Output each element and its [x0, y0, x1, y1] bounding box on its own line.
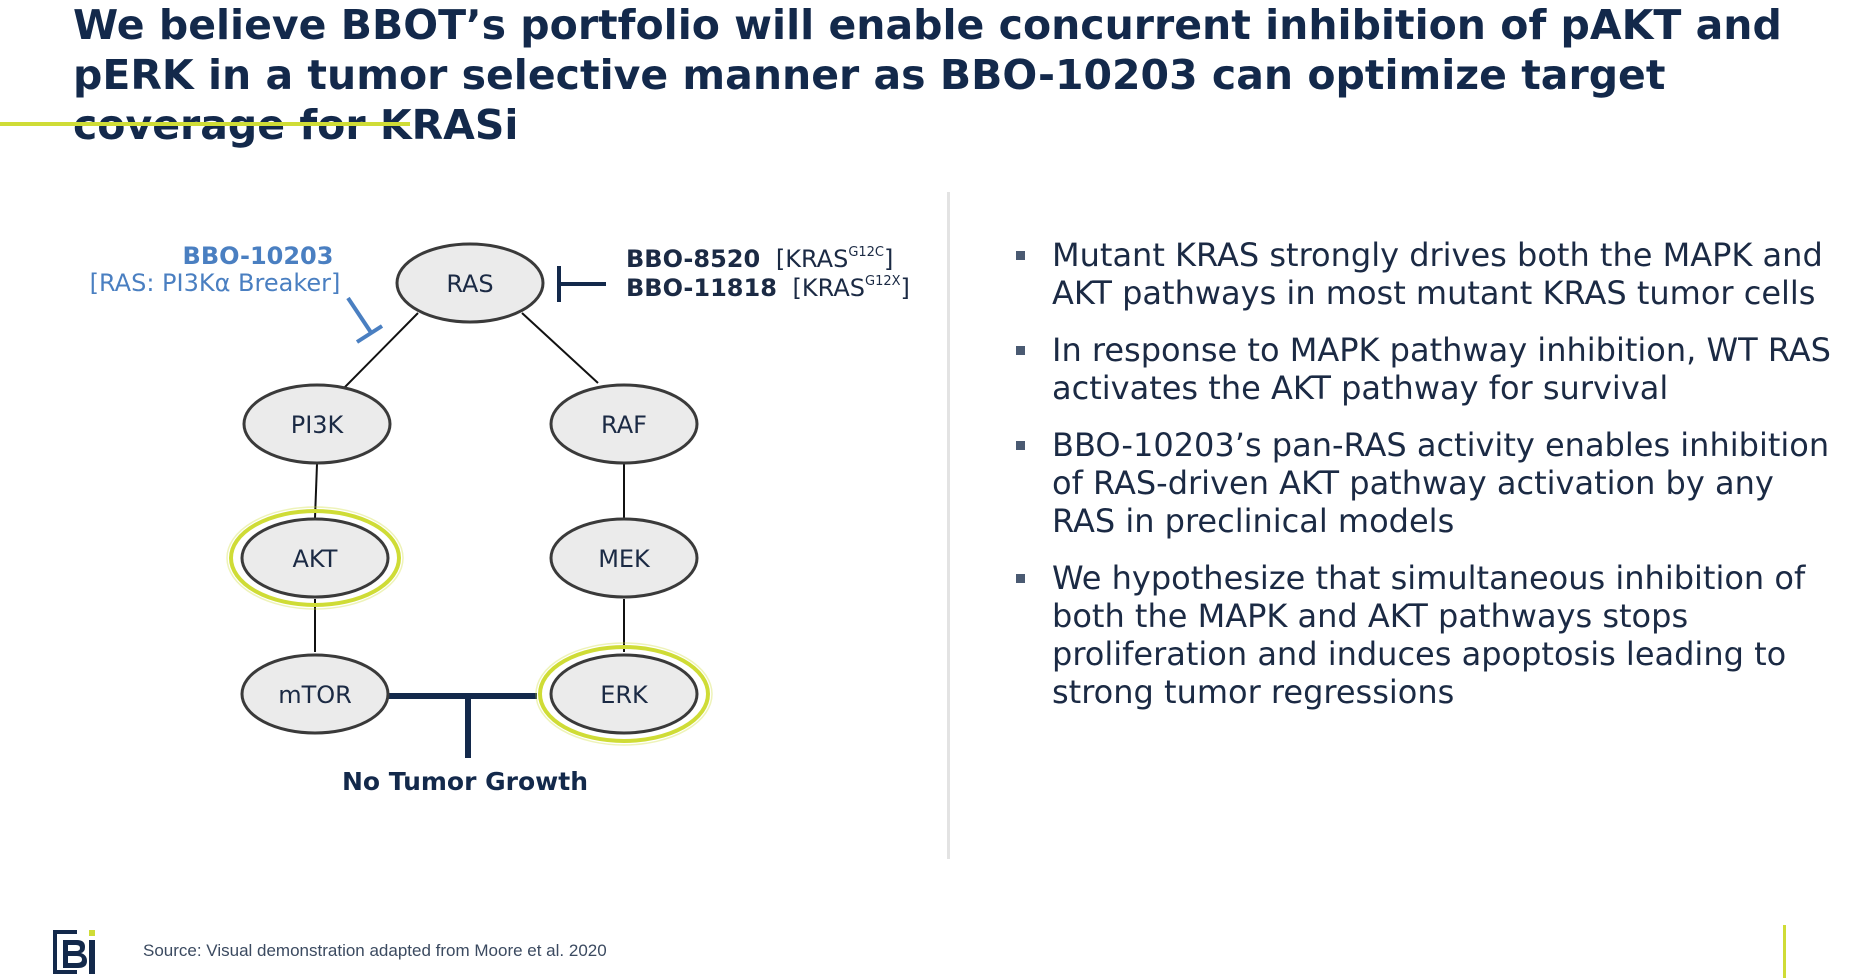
bullet-item: BBO-10203’s pan-RAS activity enables inh… — [1016, 426, 1846, 540]
bullet-text: In response to MAPK pathway inhibition, … — [1052, 331, 1831, 407]
bullet-marker — [1016, 441, 1025, 450]
drug-left-desc: [RAS: PI3Kα Breaker] — [90, 269, 341, 297]
corner-accent — [1783, 925, 1786, 978]
drug-right-1: BBO-8520 [KRASG12C] — [626, 245, 893, 273]
node-raf — [549, 383, 699, 465]
bullet-text: Mutant KRAS strongly drives both the MAP… — [1052, 236, 1823, 312]
column-divider — [947, 192, 950, 859]
breaker-stem — [346, 296, 374, 336]
node-ras-label: RAS — [446, 270, 493, 298]
akt-highlight — [226, 506, 404, 610]
source-note: Source: Visual demonstration adapted fro… — [143, 941, 607, 960]
node-erk-label: ERK — [600, 681, 649, 709]
node-mtor — [240, 653, 390, 735]
bullet-text: BBO-10203’s pan-RAS activity enables inh… — [1052, 426, 1830, 540]
bullet-marker — [1016, 574, 1025, 583]
bullet-item: In response to MAPK pathway inhibition, … — [1016, 331, 1846, 407]
bullet-marker — [1016, 346, 1025, 355]
title-underline — [0, 122, 410, 126]
node-mek — [549, 517, 699, 599]
drug-right-1-sup: G12C — [848, 245, 884, 260]
slide-title: We believe BBOT’s portfolio will enable … — [73, 1, 1782, 149]
drug-right-2: BBO-11818 [KRASG12X] — [626, 274, 910, 302]
edge-ras-raf — [521, 312, 599, 384]
bullet-item: We hypothesize that simultaneous inhibit… — [1016, 559, 1846, 711]
pathway-diagram: RAS PI3K RAF AKT MEK mTOR ERK BBO-10203 … — [90, 242, 910, 796]
node-mek-label: MEK — [598, 545, 651, 573]
bullet-text: We hypothesize that simultaneous inhibit… — [1052, 559, 1806, 711]
bbot-logo-icon — [53, 930, 95, 974]
node-akt — [240, 517, 390, 599]
drug-right-2-target: [KRAS — [793, 274, 865, 302]
breaker-bar — [355, 324, 384, 344]
node-mtor-label: mTOR — [278, 681, 352, 709]
drug-right-2-name: BBO-11818 — [626, 274, 777, 302]
bullet-marker — [1016, 251, 1025, 260]
node-pi3k — [242, 383, 392, 465]
drug-left-name: BBO-10203 — [183, 242, 334, 270]
outcome-label: No Tumor Growth — [342, 767, 588, 796]
drug-right-1-target: [KRAS — [776, 245, 848, 273]
drug-right-2-close: ] — [901, 274, 910, 302]
edge-ras-pi3k — [343, 312, 419, 389]
drug-right-1-close: ] — [884, 245, 893, 273]
drug-right-2-sup: G12X — [865, 274, 901, 289]
bullet-item: Mutant KRAS strongly drives both the MAP… — [1016, 236, 1846, 312]
node-akt-label: AKT — [293, 545, 338, 573]
edge-pi3k-akt — [314, 463, 318, 519]
node-erk — [549, 653, 699, 735]
node-pi3k-label: PI3K — [291, 411, 345, 439]
erk-highlight — [535, 642, 713, 746]
bullet-list: Mutant KRAS strongly drives both the MAP… — [1016, 236, 1846, 730]
drug-right-1-name: BBO-8520 — [626, 245, 760, 273]
node-raf-label: RAF — [601, 411, 647, 439]
node-ras — [395, 242, 545, 324]
